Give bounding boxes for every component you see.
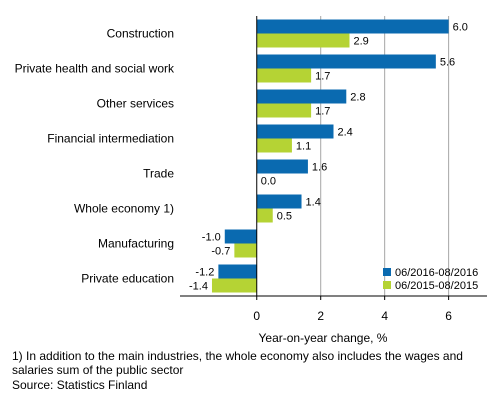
tick-label-0: 0 — [253, 309, 260, 323]
footnote: 1) In addition to the main industries, t… — [12, 349, 463, 377]
legend-swatch-1 — [383, 268, 391, 276]
bar-other-services-series-1 — [256, 89, 347, 104]
bar-private-health-and-social-work-series-2 — [256, 68, 312, 83]
bar-manufacturing-series-1 — [224, 229, 257, 244]
bar-trade-series-1 — [256, 159, 308, 174]
category-label-whole-economy-1: Whole economy 1) — [74, 202, 174, 216]
bar-whole-economy-1-series-2 — [256, 208, 273, 223]
category-label-trade: Trade — [143, 167, 174, 181]
bar-construction-series-1 — [256, 19, 449, 34]
value-label-trade-series-1: 1.6 — [312, 162, 327, 174]
category-label-financial-intermediation: Financial intermediation — [47, 132, 174, 146]
category-labels: Construction Private health and social wo… — [15, 27, 175, 286]
value-label-trade-series-2: 0.0 — [261, 176, 276, 188]
value-label-manufacturing-series-2: -0.7 — [211, 246, 230, 258]
value-label-financial-intermediation-series-1: 2.4 — [338, 127, 353, 139]
value-label-construction-series-2: 2.9 — [353, 36, 368, 48]
value-label-whole-economy-1-series-2: 0.5 — [277, 211, 292, 223]
value-label-private-health-and-social-work-series-1: 5.6 — [440, 57, 455, 69]
value-label-private-education-series-2: -1.4 — [189, 281, 208, 293]
bar-financial-intermediation-series-1 — [256, 124, 334, 139]
value-label-whole-economy-1-series-1: 1.4 — [306, 197, 321, 209]
value-labels: 6.0 2.9 5.6 1.7 2.8 1.7 2.4 1.11.6 0.0 1.4 0.5 -1.0… — [189, 22, 468, 293]
bar-construction-series-2 — [256, 33, 350, 48]
bar-private-health-and-social-work-series-1 — [256, 54, 436, 69]
category-label-private-education: Private education — [81, 272, 174, 286]
category-label-private-health-and-social-work: Private health and social work — [15, 62, 175, 76]
category-label-other-services: Other services — [97, 97, 174, 111]
tick-label-4: 4 — [381, 309, 388, 323]
tick-label-6: 6 — [445, 309, 452, 323]
value-label-private-education-series-1: -1.2 — [195, 267, 214, 279]
bar-manufacturing-series-2 — [234, 243, 257, 258]
value-label-private-health-and-social-work-series-2: 1.7 — [315, 71, 330, 83]
value-label-financial-intermediation-series-2: 1.1 — [296, 141, 311, 153]
bar-private-education-series-2 — [211, 278, 257, 293]
bar-chart: Construction Private health and social wo… — [15, 16, 487, 345]
value-label-construction-series-1: 6.0 — [453, 22, 468, 34]
value-label-manufacturing-series-1: -1.0 — [202, 232, 221, 244]
bar-other-services-series-2 — [256, 103, 312, 118]
bar-financial-intermediation-series-2 — [256, 138, 292, 153]
value-label-other-services-series-1: 2.8 — [350, 92, 365, 104]
bar-whole-economy-1-series-1 — [256, 194, 302, 209]
x-axis-title: Year-on-year change, % — [259, 331, 388, 345]
category-label-construction: Construction — [107, 27, 174, 41]
tick-label-2: 2 — [317, 309, 324, 323]
x-axis: 0 2 4 6 — [180, 16, 487, 323]
value-label-other-services-series-2: 1.7 — [315, 106, 330, 118]
category-label-manufacturing: Manufacturing — [98, 237, 174, 251]
legend-swatch-2 — [383, 281, 391, 289]
legend-label-1: 06/2016-08/2016 — [395, 267, 478, 279]
bar-private-education-series-1 — [218, 264, 257, 279]
legend-label-2: 06/2015-08/2015 — [395, 280, 478, 292]
source-note: Source: Statistics Finland — [12, 378, 148, 392]
bars — [211, 19, 449, 293]
